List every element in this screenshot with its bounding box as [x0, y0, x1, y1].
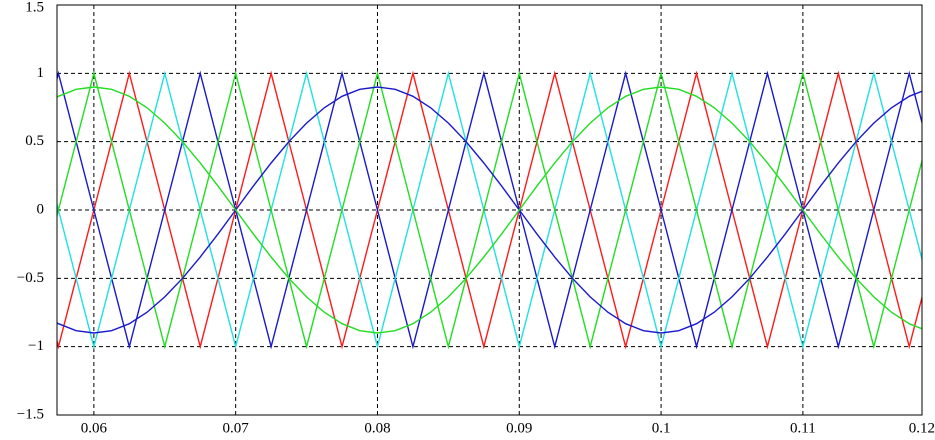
y-tick-label: −0.5: [17, 270, 44, 286]
y-tick-label: 1.5: [25, 0, 44, 15]
x-tick-label: 0.11: [790, 420, 816, 436]
series-line: [57, 86, 922, 334]
x-tick-label: 0.07: [223, 420, 250, 436]
y-tick-label: 1: [37, 65, 45, 81]
y-tick-label: −1.5: [17, 406, 44, 422]
x-tick-label: 0.08: [364, 420, 390, 436]
series-line: [57, 70, 922, 350]
series-line: [57, 86, 922, 334]
series-line: [57, 70, 922, 350]
x-tick-label: 0.06: [81, 420, 108, 436]
y-tick-label: 0: [37, 201, 45, 217]
plot-frame: [56, 4, 923, 416]
x-tick-label: 0.1: [652, 420, 671, 436]
x-tick-label: 0.12: [909, 420, 935, 436]
y-tick-label: −1: [28, 338, 44, 354]
series-line: [57, 70, 922, 350]
y-tick-label: 0.5: [25, 133, 44, 149]
x-tick-label: 0.09: [506, 420, 532, 436]
plot-area: [57, 5, 922, 415]
